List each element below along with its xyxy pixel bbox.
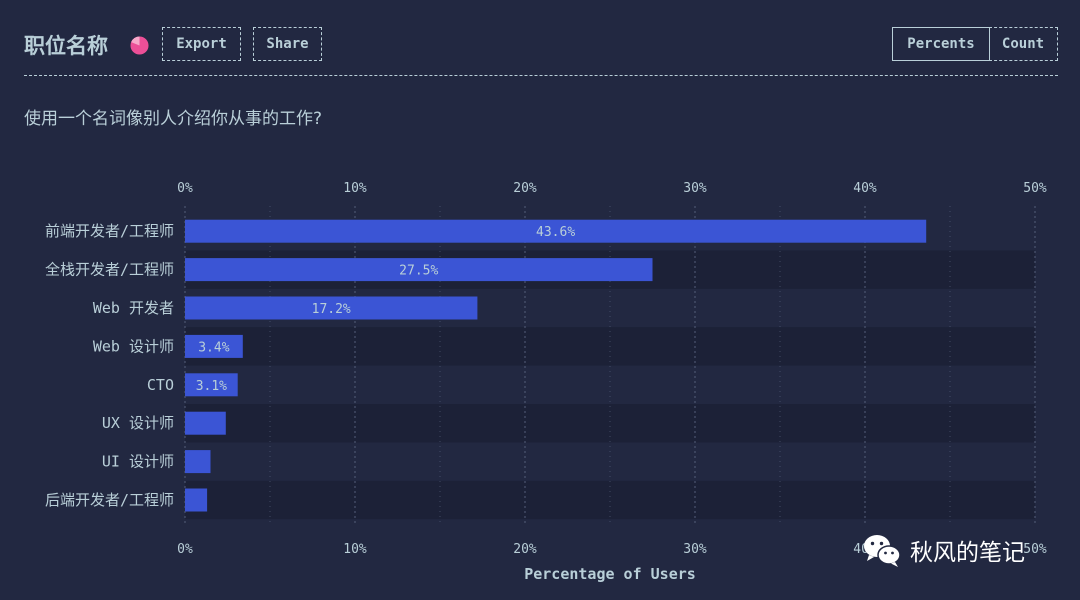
watermark: 秋风的笔记 bbox=[862, 530, 1025, 570]
x-tick-label-top: 50% bbox=[1023, 181, 1047, 196]
category-label: 全栈开发者/工程师 bbox=[45, 261, 174, 279]
x-axis-title: Percentage of Users bbox=[524, 565, 696, 583]
view-toggle: Percents Count bbox=[892, 27, 1058, 61]
category-label: CTO bbox=[147, 376, 174, 394]
category-label: UI 设计师 bbox=[102, 453, 174, 471]
header: 职位名称 Export Share Percents Count bbox=[24, 27, 1058, 63]
bar bbox=[185, 219, 927, 243]
x-tick-label-top: 0% bbox=[177, 181, 193, 196]
bar bbox=[185, 258, 653, 282]
x-tick-label-bottom: 30% bbox=[683, 542, 707, 557]
bar bbox=[185, 373, 238, 397]
survey-question: 使用一个名词像别人介绍你从事的工作? bbox=[24, 109, 323, 129]
bar-value-label: 3.1% bbox=[196, 379, 227, 394]
x-tick-label-top: 30% bbox=[683, 181, 707, 196]
bar bbox=[185, 488, 208, 512]
x-tick-label-top: 40% bbox=[853, 181, 877, 196]
x-tick-label-top: 20% bbox=[513, 181, 537, 196]
header-divider bbox=[24, 75, 1058, 76]
bar-value-label: 43.6% bbox=[536, 225, 575, 240]
row-background bbox=[185, 480, 1035, 520]
x-tick-label-bottom: 20% bbox=[513, 542, 537, 557]
count-toggle-button[interactable]: Count bbox=[989, 27, 1058, 61]
category-label: 前端开发者/工程师 bbox=[45, 222, 174, 240]
category-label: Web 开发者 bbox=[93, 299, 174, 317]
bar bbox=[185, 296, 478, 320]
bar-value-label: 3.4% bbox=[198, 340, 229, 355]
category-label: 后端开发者/工程师 bbox=[45, 491, 174, 509]
percents-toggle-button[interactable]: Percents bbox=[892, 27, 990, 61]
page-title: 职位名称 bbox=[24, 34, 108, 58]
category-label: UX 设计师 bbox=[102, 414, 174, 432]
category-label: Web 设计师 bbox=[93, 337, 174, 355]
watermark-text: 秋风的笔记 bbox=[910, 540, 1025, 566]
bar-value-label: 17.2% bbox=[312, 302, 351, 317]
x-tick-label-bottom: 0% bbox=[177, 542, 193, 557]
bar bbox=[185, 450, 211, 474]
bar bbox=[185, 334, 243, 358]
wechat-icon bbox=[864, 535, 901, 567]
bar-chart: 0%0%10%10%20%20%30%30%40%40%50%50%前端开发者/… bbox=[45, 181, 1047, 583]
share-button[interactable]: Share bbox=[253, 27, 322, 61]
bar bbox=[185, 411, 226, 435]
pie-chart-icon bbox=[130, 36, 149, 55]
export-button[interactable]: Export bbox=[162, 27, 241, 61]
x-tick-label-bottom: 50% bbox=[1023, 542, 1047, 557]
x-tick-label-bottom: 10% bbox=[343, 542, 367, 557]
x-tick-label-top: 10% bbox=[343, 181, 367, 196]
bar-value-label: 27.5% bbox=[399, 264, 438, 279]
